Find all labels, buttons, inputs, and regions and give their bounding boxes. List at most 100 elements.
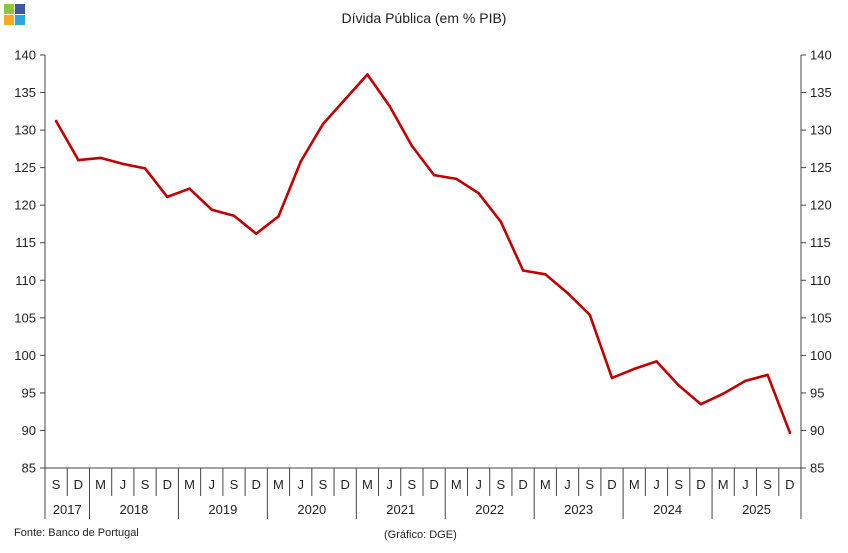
data-point [232, 214, 236, 217]
data-point [210, 208, 214, 211]
year-tick-label: 2021 [386, 502, 415, 517]
data-point [165, 195, 169, 199]
y-tick-label-right: 110 [810, 273, 831, 288]
month-tick-label: J [653, 477, 660, 492]
data-point [99, 156, 102, 160]
month-tick-label: D [429, 477, 438, 492]
month-tick-label: J [742, 477, 749, 492]
data-point [721, 392, 725, 395]
year-tick-label: 2024 [653, 502, 682, 517]
y-tick-label-left: 120 [14, 198, 36, 213]
month-tick-label: D [785, 477, 794, 492]
data-point [788, 431, 792, 435]
month-tick-label: J [475, 477, 482, 492]
month-tick-label: J [564, 477, 571, 492]
data-point [410, 144, 414, 148]
logo-square-cyan [15, 15, 25, 25]
month-tick-label: M [718, 477, 729, 492]
month-tick-label: S [585, 477, 594, 492]
data-point [632, 367, 636, 371]
month-tick-label: D [163, 477, 172, 492]
year-tick-label: 2017 [53, 502, 82, 517]
y-tick-label-left: 130 [14, 123, 36, 138]
month-tick-label: M [95, 477, 106, 492]
data-point [499, 220, 503, 224]
month-tick-label: J [297, 477, 304, 492]
month-tick-label: D [607, 477, 616, 492]
month-tick-label: M [184, 477, 195, 492]
month-tick-label: S [408, 477, 417, 492]
data-point [366, 73, 369, 76]
data-point [766, 373, 769, 377]
y-tick-label-left: 105 [14, 310, 36, 325]
year-tick-label: 2018 [119, 502, 148, 517]
month-tick-label: S [319, 477, 328, 492]
data-point [432, 173, 436, 177]
month-tick-label: D [340, 477, 349, 492]
data-point [521, 269, 525, 272]
month-tick-label: M [629, 477, 640, 492]
y-tick-label-right: 130 [810, 123, 832, 138]
y-tick-label-left: 125 [14, 160, 36, 175]
y-tick-label-right: 120 [810, 198, 832, 213]
y-tick-label-left: 115 [15, 235, 36, 250]
data-point [610, 376, 614, 380]
month-tick-label: M [273, 477, 284, 492]
data-point [143, 167, 147, 170]
y-tick-label-right: 85 [810, 461, 824, 476]
y-tick-label-right: 115 [810, 235, 831, 250]
credit-note: (Gráfico: DGE) [384, 529, 457, 541]
month-tick-label: S [141, 477, 150, 492]
y-tick-label-left: 95 [22, 385, 36, 400]
y-tick-label-right: 90 [810, 423, 824, 438]
logo-square-green [4, 4, 14, 14]
dge-logo [4, 4, 25, 25]
year-tick-label: 2019 [208, 502, 237, 517]
y-tick-label-left: 110 [15, 273, 36, 288]
data-point [121, 162, 125, 166]
data-point [77, 158, 80, 162]
data-point [477, 191, 480, 195]
month-tick-label: D [518, 477, 527, 492]
data-point [455, 177, 458, 181]
y-tick-label-left: 100 [14, 348, 36, 363]
month-tick-label: S [230, 477, 239, 492]
month-tick-label: S [496, 477, 505, 492]
month-tick-label: D [252, 477, 261, 492]
month-tick-label: D [74, 477, 83, 492]
source-note: Fonte: Banco de Portugal [14, 527, 139, 539]
data-point [321, 122, 325, 126]
data-point [277, 215, 280, 218]
data-point [566, 291, 569, 295]
data-point [188, 187, 191, 190]
chart-title: Dívida Pública (em % PIB) [341, 10, 507, 26]
month-tick-label: S [763, 477, 772, 492]
y-tick-label-right: 135 [810, 85, 832, 100]
debt-series-line [54, 73, 792, 435]
data-point [699, 402, 703, 406]
month-tick-label: S [52, 477, 61, 492]
y-tick-label-right: 100 [810, 348, 832, 363]
year-tick-label: 2022 [475, 502, 504, 517]
data-point [588, 313, 592, 317]
data-point [343, 98, 347, 101]
month-tick-label: S [674, 477, 683, 492]
data-point [655, 360, 658, 363]
logo-square-blue [15, 4, 25, 14]
data-point [388, 104, 391, 108]
data-point [677, 384, 681, 387]
data-point [744, 379, 747, 383]
logo-square-orange [4, 15, 14, 25]
month-tick-label: D [696, 477, 705, 492]
y-tick-label-left: 135 [14, 85, 36, 100]
y-tick-label-right: 95 [810, 385, 824, 400]
y-tick-label-right: 140 [810, 48, 832, 63]
data-point [299, 160, 303, 163]
data-point [543, 272, 547, 276]
y-tick-label-left: 140 [14, 48, 36, 63]
month-tick-label: J [120, 477, 127, 492]
year-tick-label: 2025 [742, 502, 771, 517]
month-tick-label: M [451, 477, 462, 492]
y-tick-label-right: 125 [810, 160, 832, 175]
